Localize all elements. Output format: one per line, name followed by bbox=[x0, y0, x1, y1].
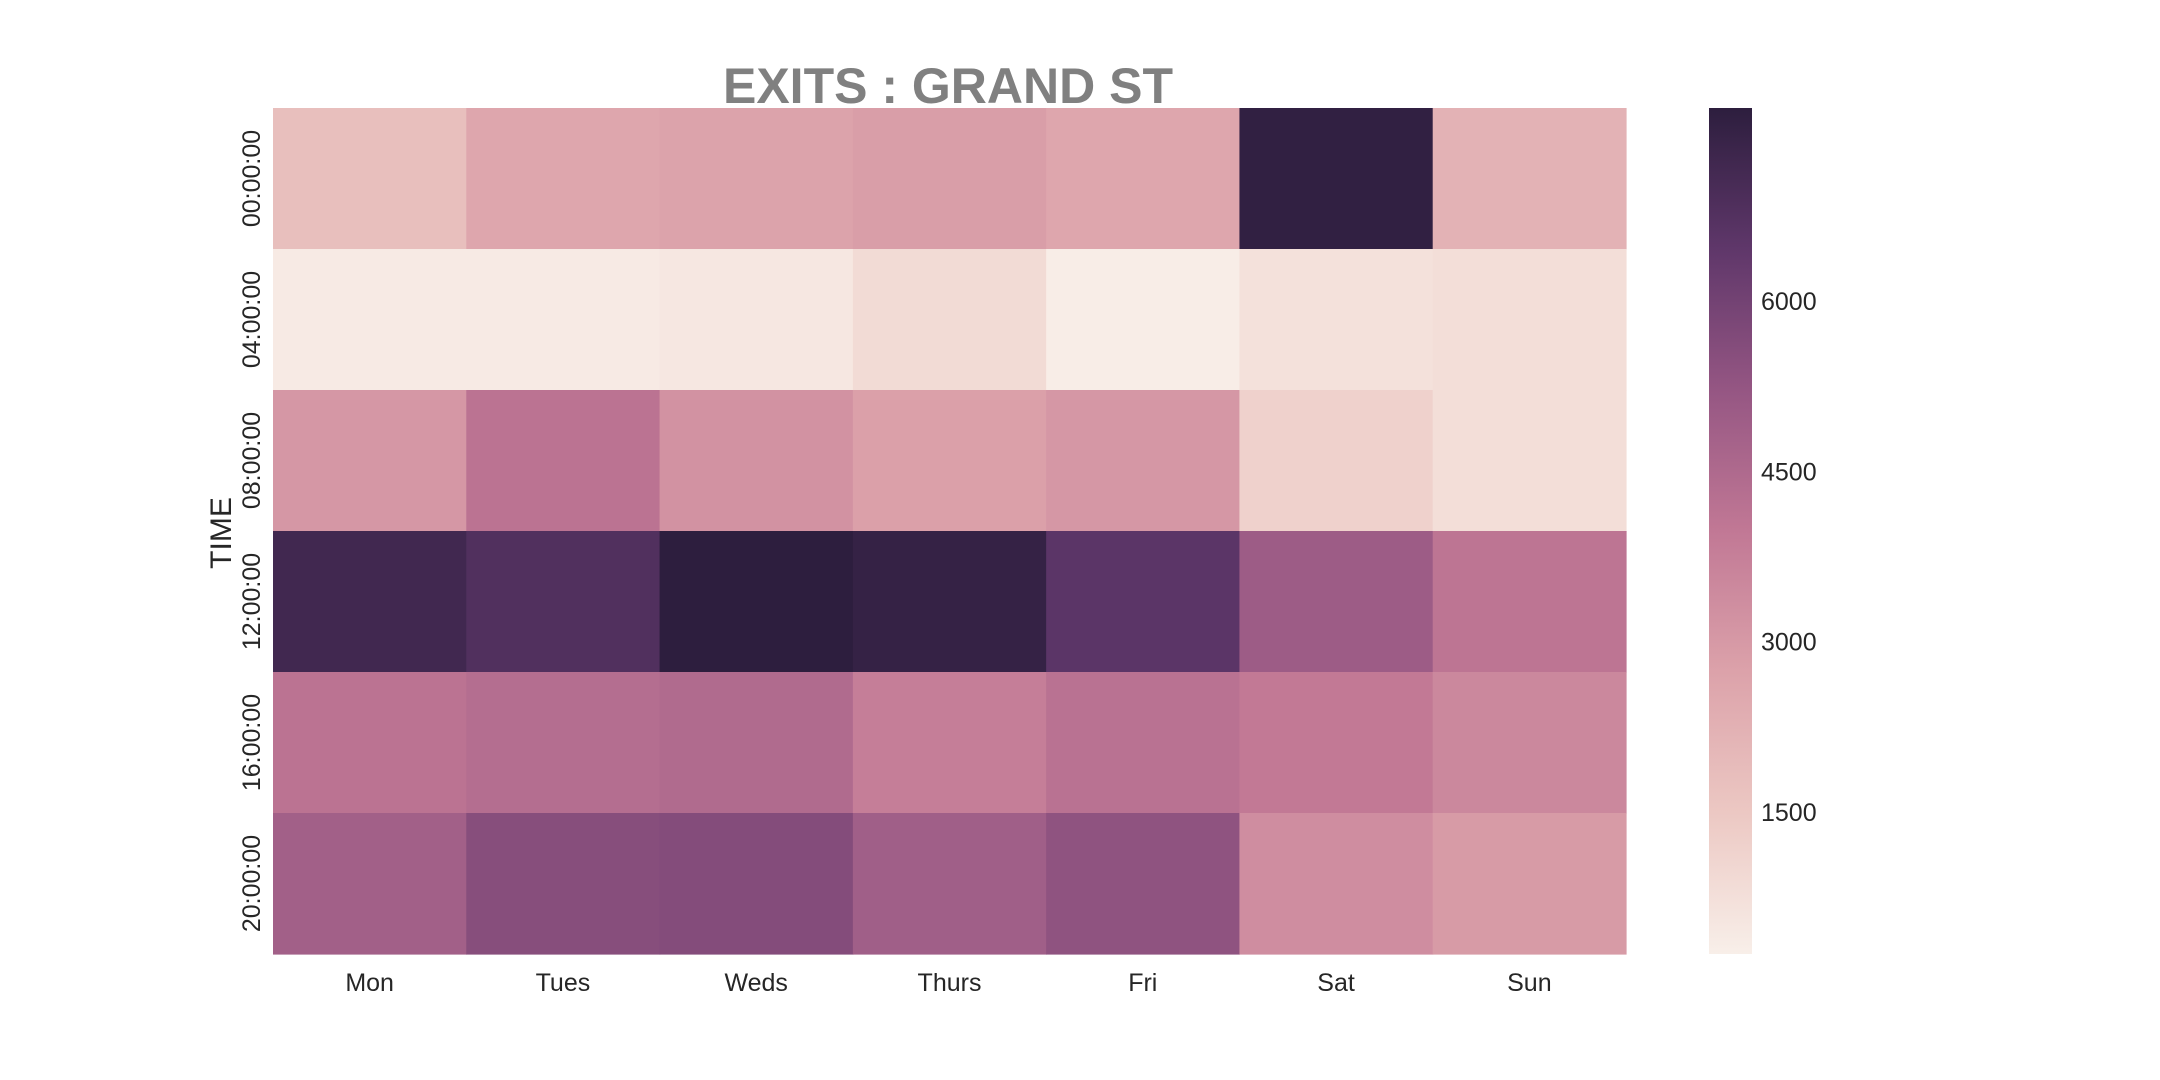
heatmap-cell bbox=[273, 108, 467, 250]
x-tick-label: Sat bbox=[1317, 969, 1355, 997]
y-tick-label: 08:00:00 bbox=[238, 412, 266, 509]
y-tick-label: 00:00:00 bbox=[238, 130, 266, 227]
heatmap-cell bbox=[466, 672, 661, 814]
colorbar-tick-label: 1500 bbox=[1761, 799, 1817, 827]
heatmap-cell bbox=[273, 249, 467, 391]
x-tick-label: Tues bbox=[536, 969, 591, 997]
y-tick-label: 20:00:00 bbox=[238, 835, 266, 932]
colorbar-tick-labels: 1500 3000 4500 6000 bbox=[1761, 288, 1817, 827]
heatmap-cell bbox=[466, 108, 661, 250]
y-tick-label: 12:00:00 bbox=[238, 553, 266, 650]
heatmap-cell bbox=[659, 249, 854, 391]
heatmap-cell bbox=[1432, 249, 1627, 391]
heatmap-cell bbox=[852, 672, 1047, 814]
heatmap-cell bbox=[1046, 813, 1241, 955]
heatmap-cell bbox=[659, 390, 854, 532]
heatmap-cell bbox=[1046, 672, 1241, 814]
heatmap-cell bbox=[659, 531, 854, 673]
heatmap-cell bbox=[1239, 672, 1434, 814]
heatmap-cell bbox=[1432, 813, 1627, 955]
heatmap-cell bbox=[273, 672, 467, 814]
heatmap-cell bbox=[1432, 108, 1627, 250]
colorbar bbox=[1709, 108, 1752, 954]
heatmap-cell bbox=[1239, 531, 1434, 673]
heatmap-cell bbox=[466, 390, 661, 532]
heatmap-cell bbox=[852, 249, 1047, 391]
heatmap-cell bbox=[1432, 531, 1627, 673]
y-axis-tick-labels: 00:00:00 04:00:00 08:00:00 12:00:00 16:00:00… bbox=[238, 130, 266, 932]
heatmap-cell bbox=[1432, 672, 1627, 814]
y-axis-label: TIME bbox=[205, 497, 238, 569]
y-tick-label: 04:00:00 bbox=[238, 271, 266, 368]
heatmap-cell bbox=[273, 390, 467, 532]
x-tick-label: Mon bbox=[345, 969, 394, 997]
chart-title: EXITS : GRAND ST bbox=[723, 58, 1173, 114]
x-tick-label: Weds bbox=[724, 969, 787, 997]
heatmap-cell bbox=[852, 108, 1047, 250]
heatmap-cell bbox=[1432, 390, 1627, 532]
x-tick-label: Fri bbox=[1128, 969, 1157, 997]
heatmap-cell bbox=[1239, 390, 1434, 532]
heatmap-cell bbox=[466, 249, 661, 391]
heatmap-cell bbox=[852, 813, 1047, 955]
heatmap-cell bbox=[1046, 108, 1241, 250]
heatmap-cell bbox=[466, 531, 661, 673]
heatmap-cell bbox=[1046, 390, 1241, 532]
heatmap-cell bbox=[1046, 249, 1241, 391]
x-tick-label: Thurs bbox=[918, 969, 982, 997]
x-axis-tick-labels: Mon Tues Weds Thurs Fri Sat Sun bbox=[345, 969, 1551, 997]
colorbar-tick-label: 3000 bbox=[1761, 629, 1817, 657]
heatmap-cell bbox=[659, 813, 854, 955]
heatmap-cell bbox=[1239, 813, 1434, 955]
heatmap-cell bbox=[273, 813, 467, 955]
x-tick-label: Sun bbox=[1507, 969, 1551, 997]
heatmap-cell bbox=[1239, 108, 1434, 250]
heatmap-cell bbox=[659, 672, 854, 814]
heatmap-cell bbox=[852, 390, 1047, 532]
heatmap-cell bbox=[1239, 249, 1434, 391]
heatmap-cell bbox=[659, 108, 854, 250]
heatmap-cell bbox=[466, 813, 661, 955]
colorbar-tick-label: 4500 bbox=[1761, 458, 1817, 486]
colorbar-tick-label: 6000 bbox=[1761, 288, 1817, 316]
heatmap-cell bbox=[1046, 531, 1241, 673]
heatmap-cells bbox=[273, 108, 1627, 955]
heatmap-cell bbox=[852, 531, 1047, 673]
heatmap-cell bbox=[273, 531, 467, 673]
y-tick-label: 16:00:00 bbox=[238, 694, 266, 791]
